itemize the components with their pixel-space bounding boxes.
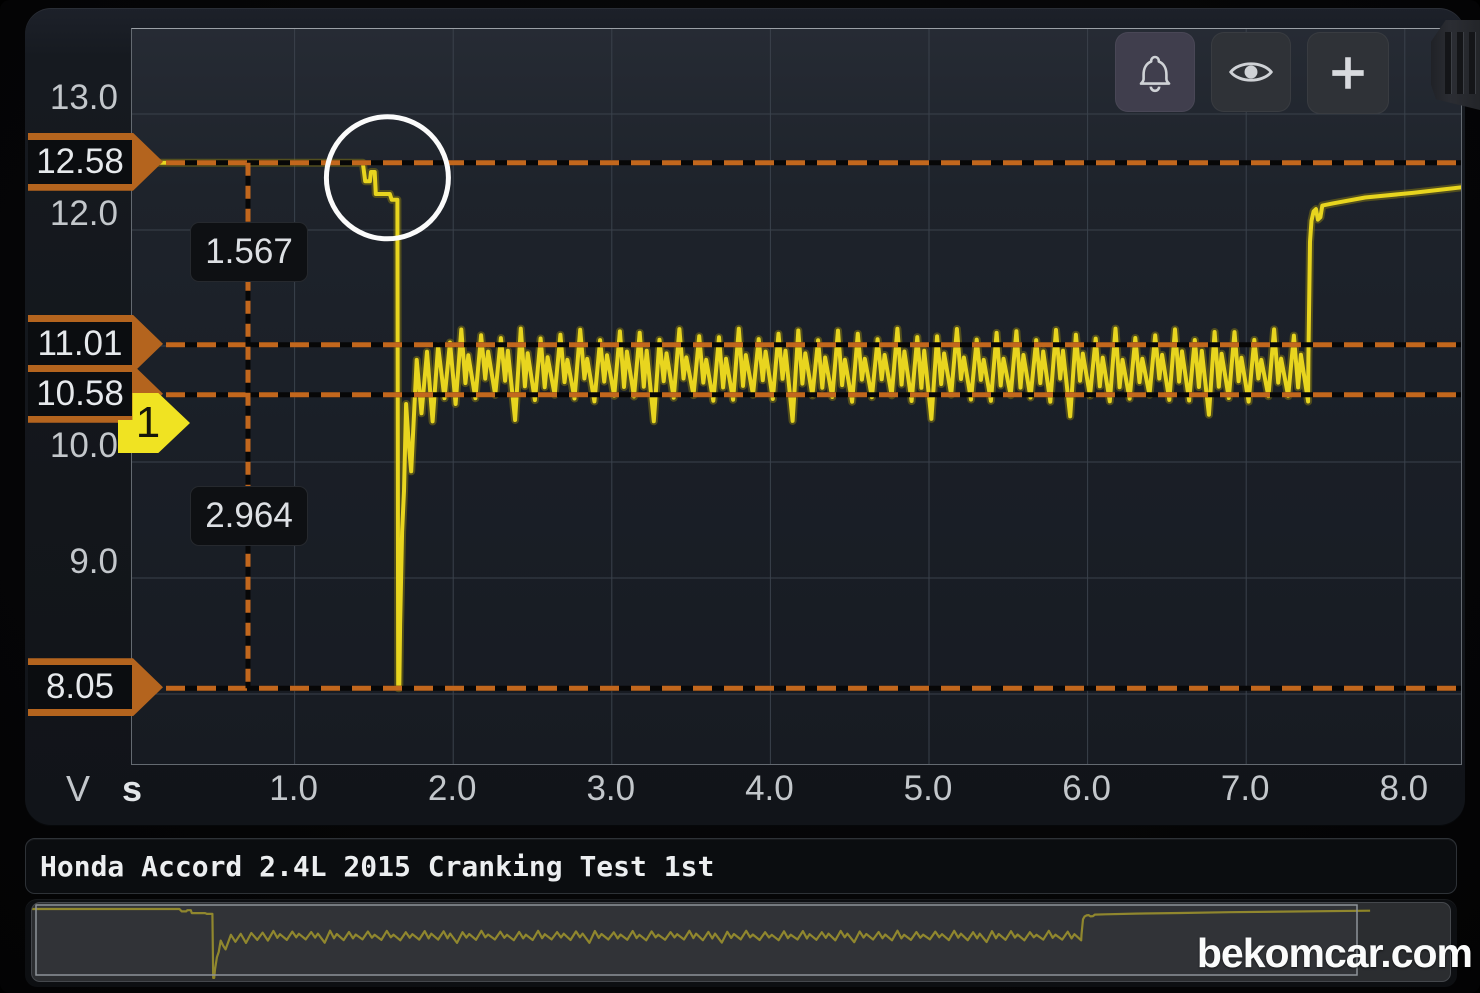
voltage-ruler-value: 10.58 [28,371,132,416]
overview-viewport-rect[interactable] [35,904,1358,976]
x-tick-label-4.0: 4.0 [745,769,794,808]
handle-ridge [1469,32,1475,94]
plot-area[interactable] [131,28,1462,765]
handle-ridge [1457,32,1463,94]
y-unit-label: V [65,768,90,809]
visibility-button[interactable] [1211,32,1291,112]
chart-title: Honda Accord 2.4L 2015 Cranking Test 1st [40,849,715,883]
x-tick-label-7.0: 7.0 [1220,769,1270,808]
scroll-handle[interactable] [1431,20,1480,110]
overview-trace [32,907,1371,979]
overview-strip[interactable] [31,902,1451,982]
x-tick-label-6.0: 6.0 [1062,769,1111,808]
voltage-ruler-value: 8.05 [28,665,132,710]
waveform-trace [136,160,1461,691]
title-bar: Honda Accord 2.4L 2015 Cranking Test 1st [25,838,1457,894]
y-tick-label-12.0: 12.0 [49,194,118,233]
anomaly-circle-annotation [323,114,451,242]
time-measurement-label-1[interactable]: 1.567 [190,222,308,282]
add-button[interactable] [1307,32,1389,114]
voltage-ruler-value: 11.01 [28,321,132,366]
y-tick-label-9.0: 9.0 [69,542,118,581]
voltage-ruler-tag-12.58[interactable]: 12.58 [28,132,163,191]
voltage-ruler-tag-8.05[interactable]: 8.05 [28,658,163,717]
bell-icon [1139,55,1171,93]
plus-icon [1332,57,1364,89]
x-tick-label-8.0: 8.0 [1379,769,1429,808]
x-unit-label: s [121,768,143,809]
eye-icon [1229,62,1273,82]
handle-ridge [1445,32,1451,94]
voltage-ruler-value: 12.58 [28,139,132,184]
watermark: bekomcar.com [1196,930,1473,976]
waveform-trace-glow [136,158,1461,693]
waveform-plot [132,29,1461,764]
x-tick-label-2.0: 2.0 [427,769,477,808]
alarm-button[interactable] [1115,32,1195,112]
time-measurement-label-2[interactable]: 2.964 [190,486,308,546]
voltage-ruler-tag-11.01[interactable]: 11.01 [28,314,163,373]
y-tick-label-10.0: 10.0 [49,426,118,465]
x-tick-label-1.0: 1.0 [269,769,318,808]
y-tick-label-13.0: 13.0 [49,78,118,117]
overview-waveform [32,904,1371,979]
x-tick-label-5.0: 5.0 [903,769,953,808]
x-tick-label-3.0: 3.0 [586,769,636,808]
scope-panel [25,8,1465,826]
overview-panel [25,899,1457,987]
channel-number: 1 [135,398,161,447]
